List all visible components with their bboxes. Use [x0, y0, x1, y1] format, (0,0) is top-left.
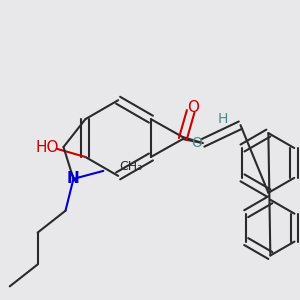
Text: O: O [191, 136, 202, 150]
Text: N: N [67, 171, 80, 186]
Text: O: O [187, 100, 199, 115]
Text: CH₃: CH₃ [119, 160, 142, 173]
Text: H: H [218, 112, 228, 126]
Text: HO: HO [36, 140, 59, 154]
